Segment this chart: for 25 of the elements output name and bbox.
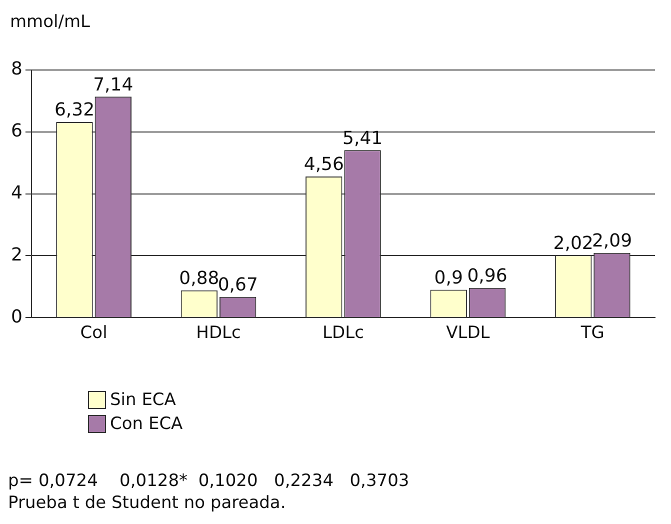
y-tick-label: 0 xyxy=(11,306,22,328)
data-label: 7,14 xyxy=(93,74,134,96)
data-label: 2,09 xyxy=(592,230,632,252)
data-label: 2,02 xyxy=(553,232,594,254)
x-tick-label: VLDL xyxy=(446,323,490,344)
y-tick-label: 8 xyxy=(11,58,22,80)
data-label: 5,41 xyxy=(342,128,383,149)
legend-label: Sin ECA xyxy=(110,390,176,410)
x-tick-label: HDLc xyxy=(196,323,241,344)
y-tick-label: 6 xyxy=(11,120,22,142)
text: Prueba t de Student no pareada. xyxy=(8,492,287,514)
x-tick-label: Col xyxy=(80,323,108,344)
y-tick-label: 4 xyxy=(11,182,22,204)
legend-label: Con ECA xyxy=(110,414,183,434)
data-label: 6,32 xyxy=(54,100,95,121)
y-tick-label: 2 xyxy=(11,244,22,266)
text: p= 0,0724 0,0128* 0,1020 0,2234 0,3703 xyxy=(8,470,410,492)
data-label: 0,88 xyxy=(179,268,220,290)
x-tick-label: LDLc xyxy=(322,323,364,344)
x-tick-label: TG xyxy=(580,323,604,344)
data-label: 0,9 xyxy=(434,267,463,288)
y-axis-title: mmol/mL xyxy=(10,12,90,32)
data-label: 0,96 xyxy=(467,266,508,287)
data-label: 0,67 xyxy=(218,274,258,296)
data-label: 4,56 xyxy=(304,154,344,176)
